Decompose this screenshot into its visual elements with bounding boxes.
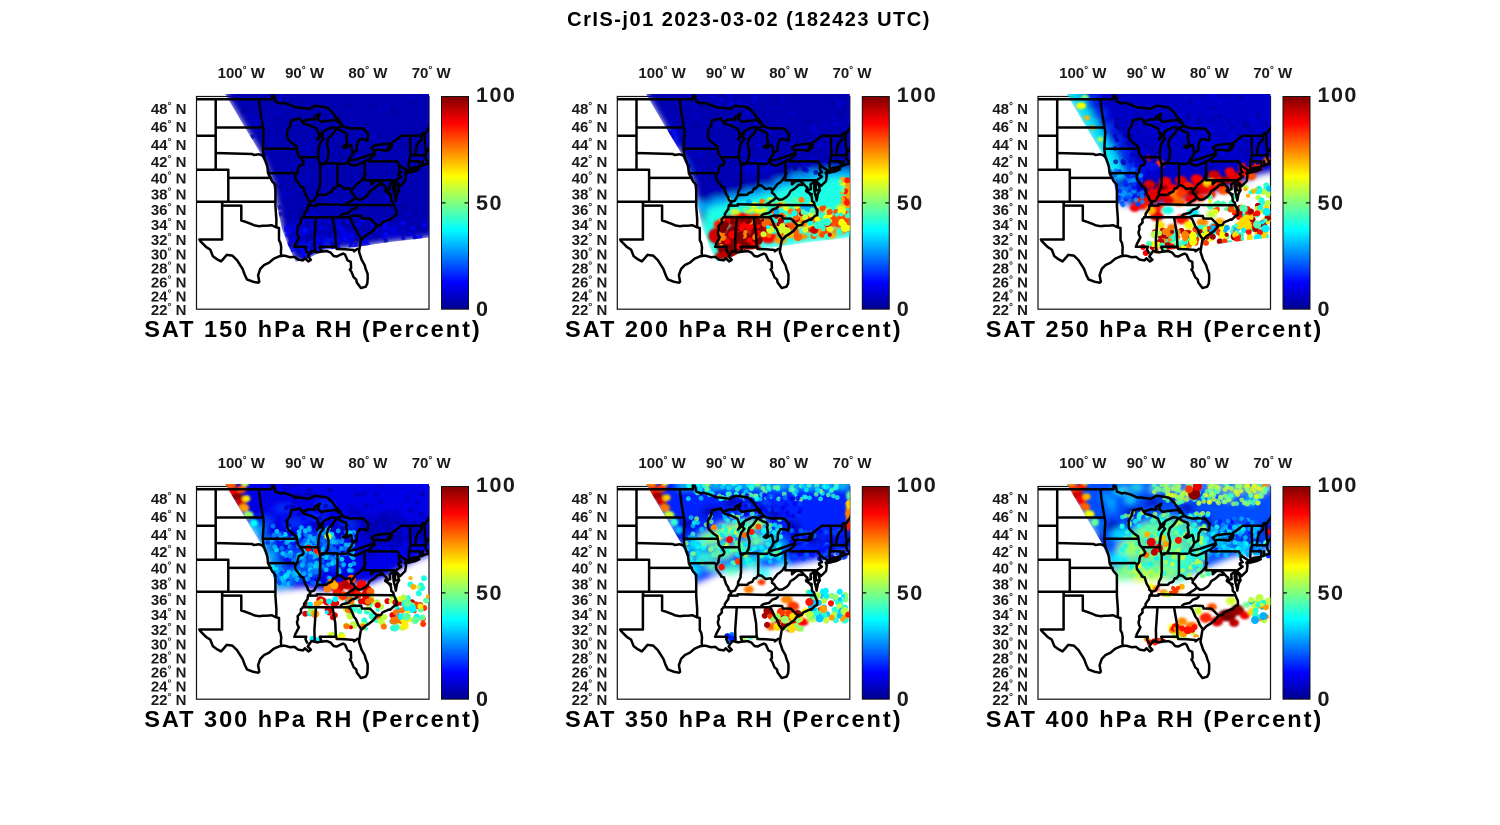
svg-text:SAT 150 hPa RH (Percent): SAT 150 hPa RH (Percent) — [144, 316, 481, 342]
svg-text:SAT 300 hPa RH (Percent): SAT 300 hPa RH (Percent) — [144, 706, 481, 732]
svg-text:SAT 250 hPa RH (Percent): SAT 250 hPa RH (Percent) — [986, 316, 1323, 342]
svg-text:SAT 200 hPa RH (Percent): SAT 200 hPa RH (Percent) — [565, 316, 902, 342]
svg-text:SAT 350 hPa RH (Percent): SAT 350 hPa RH (Percent) — [565, 706, 902, 732]
svg-text:CrIS-j01 2023-03-02 (182423 UT: CrIS-j01 2023-03-02 (182423 UTC) — [567, 9, 931, 31]
svg-text:SAT 400 hPa RH (Percent): SAT 400 hPa RH (Percent) — [986, 706, 1323, 732]
